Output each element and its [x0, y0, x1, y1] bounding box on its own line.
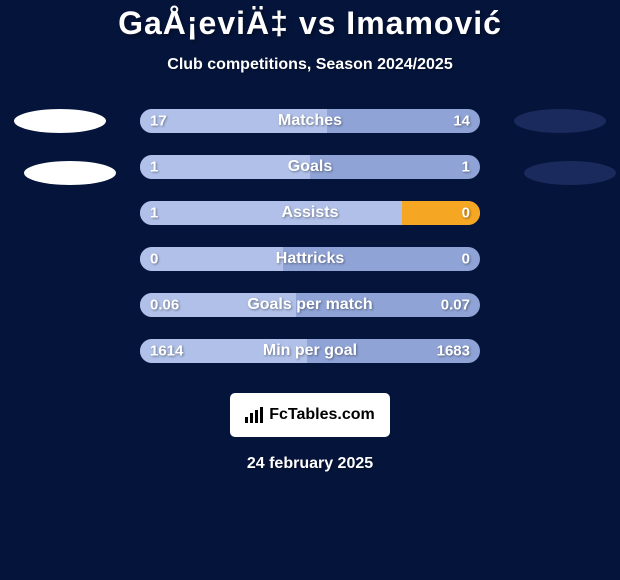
stat-value-right: 0	[462, 205, 470, 222]
stat-value-right: 14	[453, 113, 470, 130]
stat-value-left: 0.06	[150, 297, 179, 314]
stat-value-right: 0.07	[441, 297, 470, 314]
page-title: GaÅ¡eviÄ‡ vs Imamović	[118, 5, 502, 42]
subtitle: Club competitions, Season 2024/2025	[167, 56, 452, 74]
decoration-ellipse-left-1	[14, 109, 106, 133]
logo-box[interactable]: FcTables.com	[230, 393, 390, 437]
stat-row: 1614 1683 Min per goal	[140, 339, 480, 363]
stat-value-left: 17	[150, 113, 167, 130]
stat-value-right: 1683	[437, 343, 470, 360]
decoration-ellipse-left-2	[24, 161, 116, 185]
stats-area: 17 14 Matches 1 1 Goals 1 0 Assists 0 0 Hattricks 0.…	[0, 109, 620, 385]
stat-rows: 17 14 Matches 1 1 Goals 1 0 Assists 0 0 Hattricks 0.…	[0, 109, 620, 363]
stat-value-left: 1	[150, 205, 158, 222]
stat-row: 1 1 Goals	[140, 155, 480, 179]
footer-date: 24 february 2025	[247, 455, 373, 473]
stat-label: Goals	[288, 158, 332, 176]
stat-label: Matches	[278, 112, 342, 130]
stat-row: 1 0 Assists	[140, 201, 480, 225]
stat-bar-left	[140, 201, 402, 225]
decoration-ellipse-right-2	[524, 161, 616, 185]
stat-row: 17 14 Matches	[140, 109, 480, 133]
logo-text: FcTables.com	[269, 406, 375, 424]
stat-row: 0 0 Hattricks	[140, 247, 480, 271]
stat-label: Goals per match	[247, 296, 372, 314]
stat-value-left: 0	[150, 251, 158, 268]
stat-value-left: 1	[150, 159, 158, 176]
bars-icon	[245, 407, 263, 423]
stat-label: Hattricks	[276, 250, 344, 268]
stat-value-right: 0	[462, 251, 470, 268]
stat-value-left: 1614	[150, 343, 183, 360]
stat-bar-left	[140, 155, 310, 179]
stat-label: Assists	[282, 204, 339, 222]
stat-value-right: 1	[462, 159, 470, 176]
decoration-ellipse-right-1	[514, 109, 606, 133]
comparison-card: GaÅ¡eviÄ‡ vs Imamović Club competitions,…	[0, 0, 620, 580]
stat-label: Min per goal	[263, 342, 357, 360]
stat-row: 0.06 0.07 Goals per match	[140, 293, 480, 317]
stat-bar-left	[140, 247, 283, 271]
